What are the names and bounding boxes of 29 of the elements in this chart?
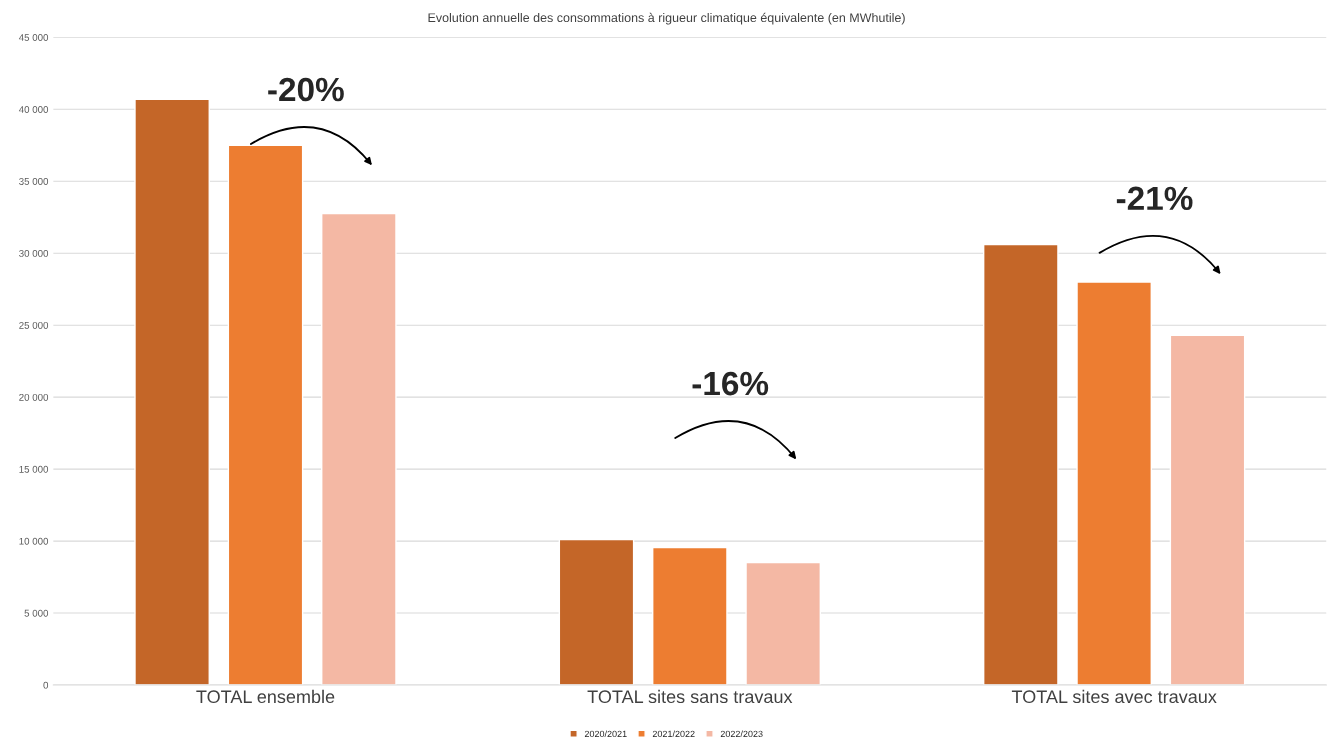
bar xyxy=(227,144,304,685)
y-tick-label: 25 000 xyxy=(19,321,49,329)
chart-title: Evolution annuelle des consommations à rigueur climatique équivalente (en MWhutile) xyxy=(428,12,905,25)
bar xyxy=(652,546,728,685)
bar xyxy=(321,212,397,685)
annotation: -20% xyxy=(268,77,344,102)
bar xyxy=(134,98,210,685)
legend-label: 2021/2022 xyxy=(652,730,695,738)
y-tick-label: 5 000 xyxy=(24,609,49,617)
x-tick-label: TOTAL ensemble xyxy=(196,689,335,704)
x-tick-label: TOTAL sites avec travaux xyxy=(1011,689,1217,704)
bar xyxy=(1076,281,1152,685)
y-tick-label: 0 xyxy=(43,681,49,689)
y-tick-label: 30 000 xyxy=(19,249,49,257)
bar xyxy=(982,243,1059,685)
legend-label: 2020/2021 xyxy=(584,730,627,738)
bar xyxy=(1169,334,1246,685)
y-tick-label: 15 000 xyxy=(19,465,49,473)
annotation: -16% xyxy=(692,371,769,396)
y-tick-label: 10 000 xyxy=(19,537,49,545)
bar xyxy=(558,538,635,685)
x-tick-label: TOTAL sites sans travaux xyxy=(587,689,793,704)
annotation: -21% xyxy=(1116,186,1193,211)
y-tick-label: 45 000 xyxy=(18,34,49,41)
y-tick-label: 35 000 xyxy=(19,178,49,185)
y-tick-label: 40 000 xyxy=(18,106,49,113)
legend-label: 2022/2023 xyxy=(720,730,763,738)
y-tick-label: 20 000 xyxy=(19,393,49,401)
bar xyxy=(745,561,822,685)
